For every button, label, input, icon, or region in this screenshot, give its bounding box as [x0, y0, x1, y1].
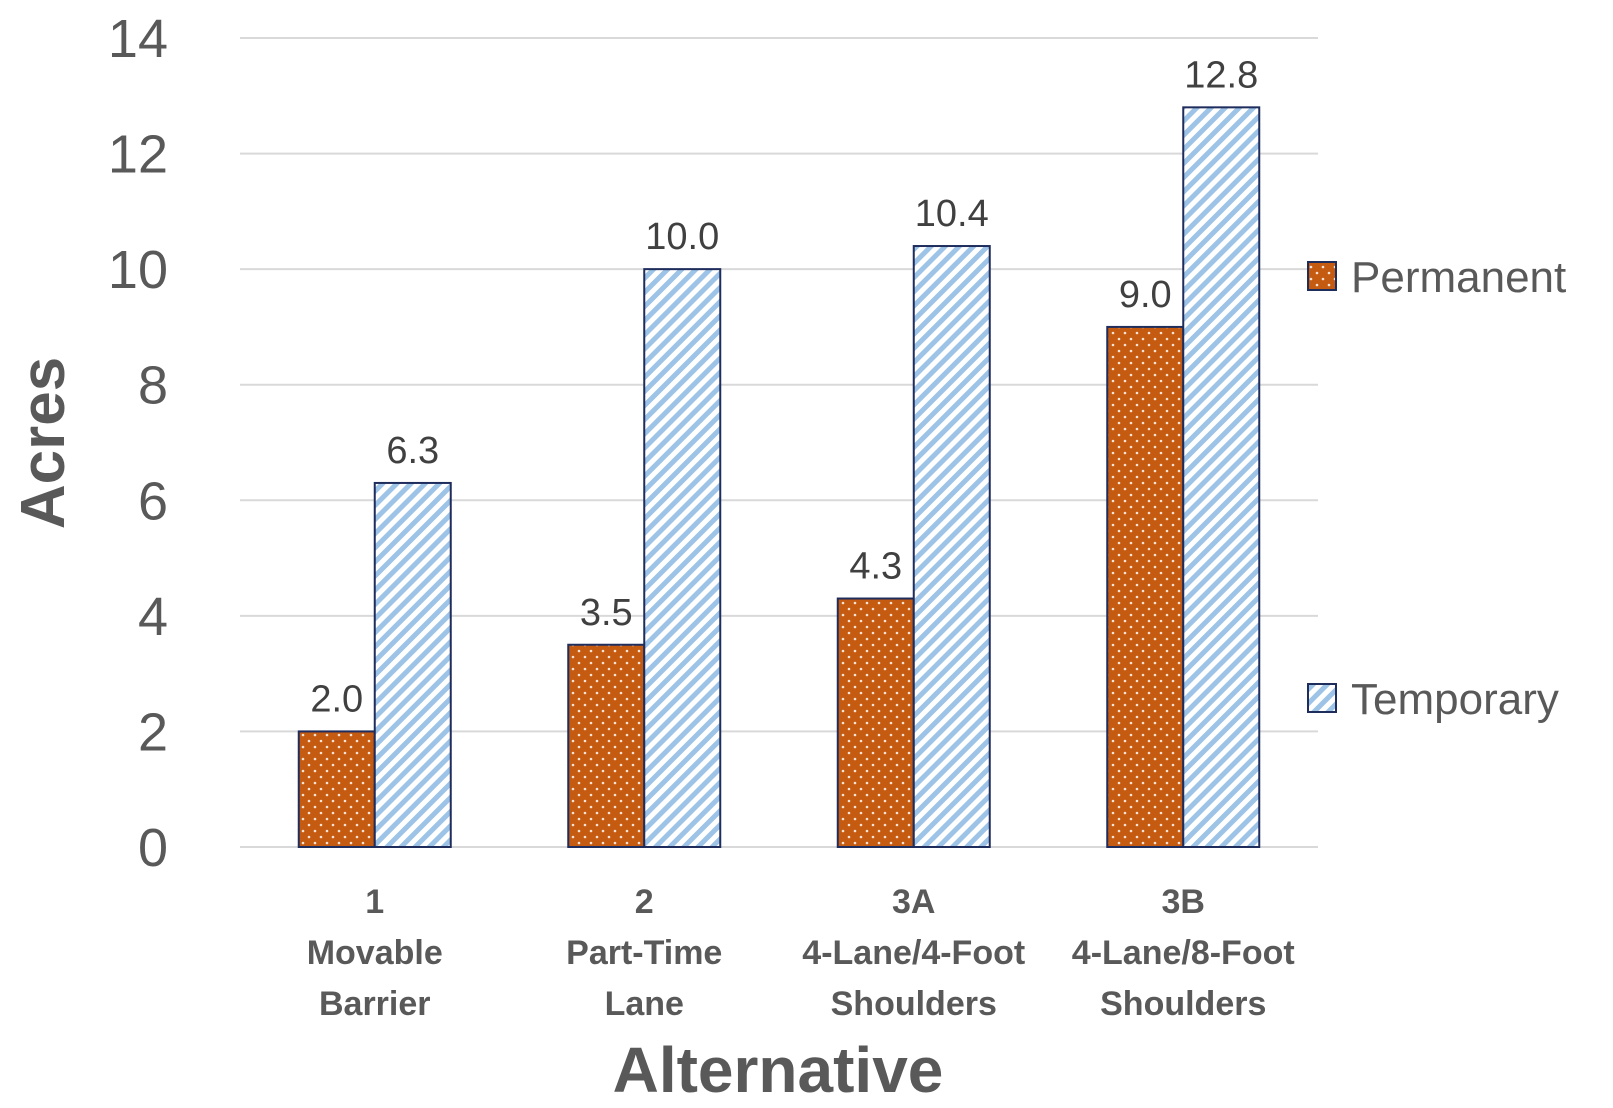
x-category-label: 3A [892, 883, 935, 921]
x-category-label: Lane [605, 985, 684, 1023]
data-labels: 2.0 6.3 3.5 10.0 4.3 10.4 9.0 12.8 [310, 54, 1258, 720]
x-axis-title: Alternative [613, 1034, 944, 1106]
data-label-permanent-1: 3.5 [580, 592, 633, 634]
bar-temporary-0 [373, 481, 452, 848]
legend: Permanent Temporary [1307, 253, 1566, 724]
y-axis-title: Acres [9, 357, 78, 529]
y-tick-label: 4 [138, 587, 168, 647]
x-category-label: 1 [365, 883, 384, 921]
bars [297, 106, 1261, 849]
y-tick-label: 10 [108, 240, 168, 300]
y-tick-label: 12 [108, 125, 168, 185]
x-category-label: Part-Time [566, 934, 722, 972]
bar-permanent-2 [836, 597, 915, 848]
x-category-label: Shoulders [831, 985, 997, 1023]
x-category-label: 4-Lane/4-Foot [802, 934, 1025, 972]
data-label-temporary-2: 10.4 [915, 193, 989, 235]
bar-permanent-1 [567, 643, 646, 848]
x-category-label: Movable [307, 934, 443, 972]
x-category-label: Shoulders [1100, 985, 1266, 1023]
data-label-temporary-0: 6.3 [386, 430, 439, 472]
data-label-temporary-1: 10.0 [645, 216, 719, 258]
data-label-permanent-0: 2.0 [310, 678, 363, 720]
bar-temporary-2 [912, 245, 991, 848]
bar-temporary-3 [1182, 106, 1261, 849]
y-tick-label: 0 [138, 818, 168, 878]
bar-temporary-1 [643, 268, 722, 848]
bar-permanent-0 [297, 730, 376, 849]
x-category-label: 4-Lane/8-Foot [1072, 934, 1295, 972]
legend-swatch-permanent [1307, 261, 1337, 291]
x-category-label: 3B [1162, 883, 1205, 921]
y-tick-label: 2 [138, 702, 168, 762]
y-tick-label: 14 [108, 9, 168, 69]
legend-label-permanent: Permanent [1351, 253, 1566, 302]
data-label-temporary-3: 12.8 [1184, 54, 1258, 96]
y-tick-label: 8 [138, 356, 168, 416]
legend-swatch-temporary [1307, 683, 1337, 713]
y-tick-label: 6 [138, 471, 168, 531]
x-axis-categories: 1 Movable Barrier 2 Part-Time Lane 3A 4-Lane/4-… [307, 883, 1295, 1023]
bar-permanent-3 [1106, 325, 1185, 848]
y-axis-ticks: 0 2 4 6 8 10 12 14 [108, 9, 168, 878]
data-label-permanent-2: 4.3 [849, 546, 902, 588]
data-label-permanent-3: 9.0 [1119, 274, 1172, 316]
x-category-label: 2 [635, 883, 654, 921]
legend-label-temporary: Temporary [1351, 675, 1559, 724]
x-category-label: Barrier [319, 985, 431, 1023]
